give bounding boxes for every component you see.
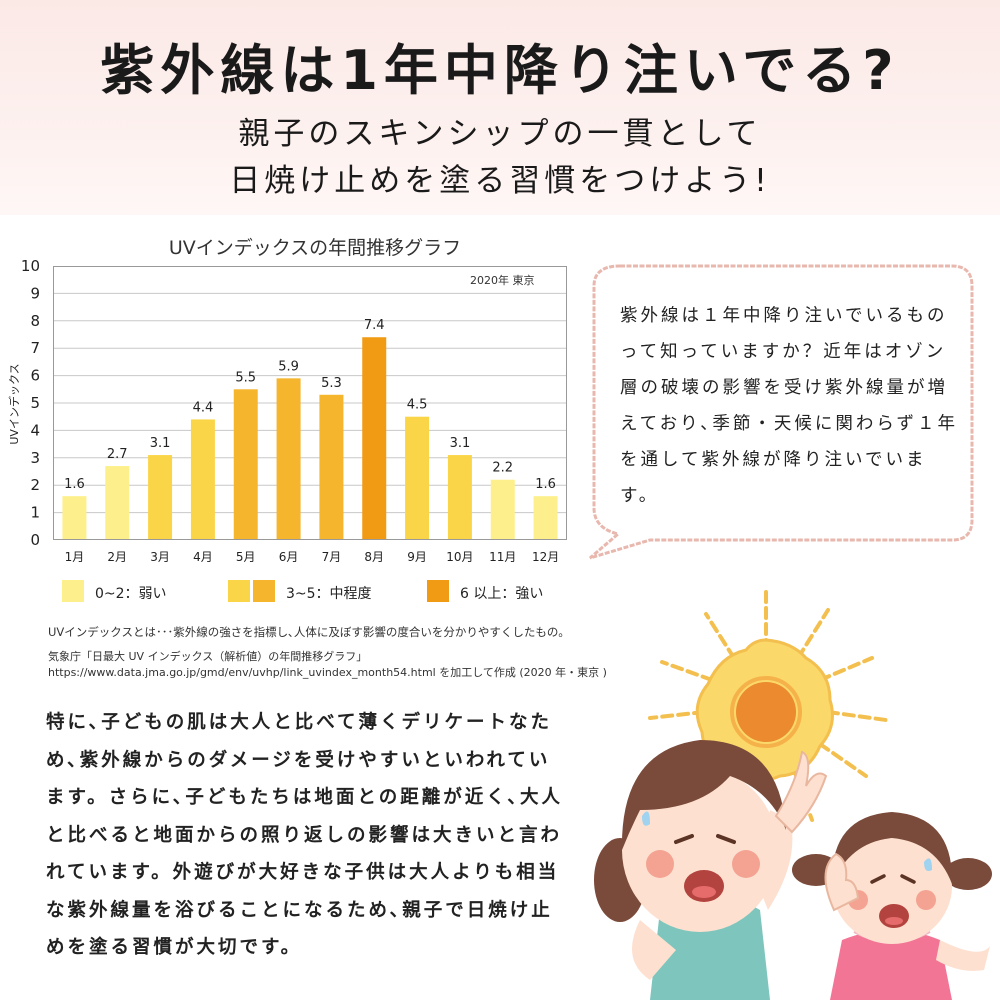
speech-bubble-outline <box>589 264 974 560</box>
bar-10 <box>447 455 472 540</box>
data-label: 7.4 <box>364 318 385 333</box>
uv-definition-note: UVインデックスとは･･･紫外線の強さを指標し､人体に及ぼす影響の度合いを分かり… <box>48 625 565 639</box>
page-subtitle-line1: 親子のスキンシップの一貫として <box>238 116 762 152</box>
data-label: 4.4 <box>193 400 214 415</box>
y-tick-label: 5 <box>30 394 40 412</box>
illustration <box>594 590 992 1000</box>
bar-3 <box>148 455 173 540</box>
data-label: 1.6 <box>535 477 556 492</box>
page-subtitle-line2: 日焼け止めを塗る習慣をつけよう! <box>229 163 771 199</box>
x-tick-label: 6月 <box>279 550 299 564</box>
bar-8 <box>362 337 387 540</box>
legend-swatch-low <box>62 580 84 602</box>
chart-source-tag: 2020年 東京 <box>470 274 535 287</box>
speech-bubble <box>589 264 974 560</box>
y-tick-label: 8 <box>30 312 40 330</box>
legend-label-mid: 3~5：中程度 <box>286 586 372 602</box>
legend-swatch-mid-2 <box>253 580 275 602</box>
x-tick-label: 5月 <box>236 550 256 564</box>
plot-frame <box>53 266 567 540</box>
younger-girl-icon <box>792 812 992 1000</box>
y-tick-label: 7 <box>30 339 40 357</box>
y-tick-label: 4 <box>30 421 40 439</box>
source-note-1: 気象庁「日最大 UV インデックス（解析値）の年間推移グラフ」 <box>48 650 368 663</box>
y-tick-label: 6 <box>30 367 40 385</box>
source-note-2: https://www.data.jma.go.jp/gmd/env/uvhp/… <box>48 666 607 679</box>
data-label: 2.2 <box>492 461 513 476</box>
y-tick-label: 2 <box>30 476 40 494</box>
data-label: 1.6 <box>64 477 85 492</box>
x-tick-label: 3月 <box>150 550 170 564</box>
x-tick-label: 12月 <box>532 550 559 564</box>
data-label: 4.5 <box>407 398 428 413</box>
data-label: 2.7 <box>107 447 128 462</box>
x-tick-label: 2月 <box>107 550 127 564</box>
bar-4 <box>190 419 215 540</box>
bar-1 <box>62 496 87 540</box>
y-tick-label: 1 <box>30 504 40 522</box>
bar-12 <box>533 496 558 540</box>
y-tick-label: 9 <box>30 284 40 302</box>
bubble-text: 紫外線は１年中降り注いでいるものって知っていますか？近年はオゾン層の破壊の影響を… <box>620 306 958 506</box>
legend-swatch-high <box>427 580 449 602</box>
header-banner: 紫外線は1年中降り注いでる? 親子のスキンシップの一貫として 日焼け止めを塗る習… <box>0 0 1000 215</box>
x-tick-label: 4月 <box>193 550 213 564</box>
bar-5 <box>233 389 258 540</box>
y-axis-label: UVインデックス <box>7 363 21 444</box>
x-tick-label: 9月 <box>407 550 427 564</box>
data-label: 3.1 <box>150 436 171 451</box>
y-tick-label: 10 <box>21 257 40 275</box>
page-title: 紫外線は1年中降り注いでる? <box>100 39 900 102</box>
legend-swatch-mid-1 <box>228 580 250 602</box>
chart-title: UVインデックスの年間推移グラフ <box>168 237 462 259</box>
legend-label-high: 6 以上：強い <box>460 586 544 602</box>
data-label: 5.3 <box>321 376 342 391</box>
data-label: 5.9 <box>278 359 299 374</box>
x-tick-label: 7月 <box>322 550 342 564</box>
x-tick-label: 1月 <box>65 550 85 564</box>
data-label: 3.1 <box>450 436 471 451</box>
legend-label-low: 0~2：弱い <box>95 586 167 602</box>
y-tick-label: 0 <box>30 531 40 549</box>
x-tick-label: 11月 <box>489 550 516 564</box>
x-tick-label: 8月 <box>364 550 384 564</box>
bar-2 <box>105 466 130 540</box>
x-tick-label: 10月 <box>446 550 473 564</box>
uv-bar-chart: 0 1 2 3 4 5 6 7 8 9 10 UVインデックス 1.6 1月 2.7 2月 3.1 3月 4.4 4月… <box>7 257 567 564</box>
bar-11 <box>490 479 515 540</box>
body-paragraph: 特に､子どもの肌は大人と比べて薄くデリケートなため､紫外線からのダメージを受けや… <box>46 712 563 958</box>
older-girl-icon <box>594 740 828 1000</box>
data-label: 5.5 <box>235 370 256 385</box>
bar-7 <box>319 394 344 540</box>
bar-9 <box>405 416 430 540</box>
bar-6 <box>276 378 301 540</box>
y-tick-label: 3 <box>30 449 40 467</box>
